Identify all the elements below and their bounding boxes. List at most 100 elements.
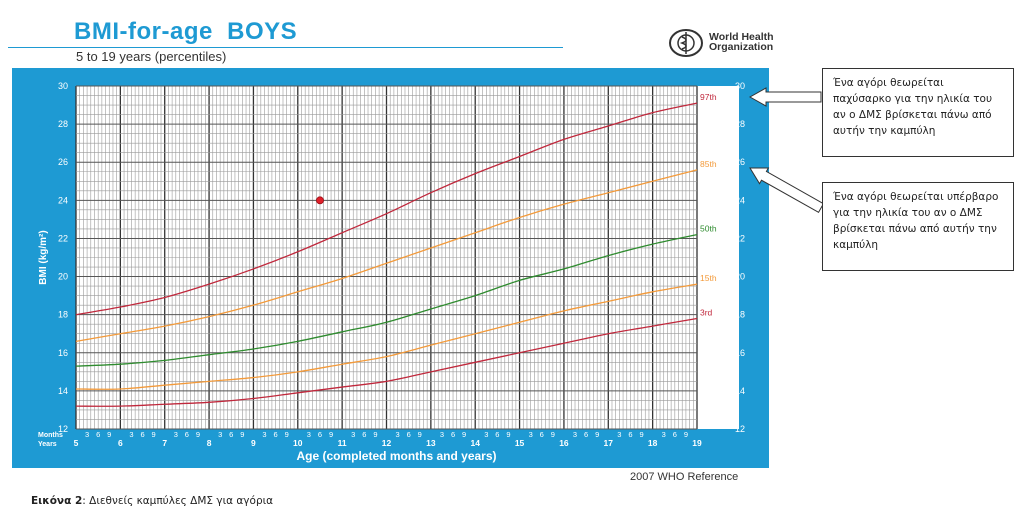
- x-year-tick: 10: [293, 438, 303, 448]
- x-year-tick: 15: [515, 438, 525, 448]
- y-tick-label: 24: [58, 195, 68, 205]
- chart-subtitle: 5 to 19 years (percentiles): [76, 49, 227, 64]
- x-month-tick: 9: [462, 430, 466, 439]
- y-tick-label: 26: [58, 157, 68, 167]
- x-month-tick: 3: [129, 430, 133, 439]
- x-year-tick: 17: [604, 438, 614, 448]
- x-year-tick: 14: [470, 438, 480, 448]
- y-tick-label: 12: [58, 424, 68, 434]
- reference-label: 2007 WHO Reference: [630, 471, 739, 483]
- x-year-tick: 18: [648, 438, 658, 448]
- x-month-tick: 6: [318, 430, 322, 439]
- chart-title: BMI-for-age BOYS: [74, 18, 298, 45]
- x-month-tick: 9: [196, 430, 200, 439]
- x-month-tick: 6: [407, 430, 411, 439]
- x-month-tick: 3: [351, 430, 355, 439]
- x-year-tick: 8: [207, 438, 212, 448]
- x-year-tick: 12: [382, 438, 392, 448]
- series-label-50th: 50th: [700, 224, 717, 234]
- series-line-3rd: [75, 317, 698, 407]
- obese-arrow-icon: [748, 87, 822, 107]
- x-month-tick: 3: [218, 430, 222, 439]
- x-month-tick: 6: [673, 430, 677, 439]
- series-label-3rd: 3rd: [700, 307, 713, 317]
- x-month-tick: 6: [362, 430, 366, 439]
- y-tick-label-right: 30: [735, 81, 745, 91]
- x-month-tick: 3: [262, 430, 266, 439]
- x-year-tick: 6: [118, 438, 123, 448]
- y-tick-label-right: 12: [735, 424, 745, 434]
- x-month-tick: 6: [140, 430, 144, 439]
- x-month-tick: 9: [551, 430, 555, 439]
- x-month-tick: 3: [396, 430, 400, 439]
- overweight-arrow-icon: [749, 167, 825, 214]
- x-year-tick: 7: [162, 438, 167, 448]
- x-year-tick: 11: [338, 438, 347, 448]
- years-row-label: Years: [38, 441, 57, 448]
- y-tick-label-right: 22: [735, 233, 745, 243]
- x-month-tick: 6: [584, 430, 588, 439]
- x-month-tick: 3: [529, 430, 533, 439]
- who-emblem-icon: [669, 29, 703, 57]
- y-tick-label-right: 18: [735, 310, 745, 320]
- y-tick-label: 20: [58, 272, 68, 282]
- x-month-tick: 9: [240, 430, 244, 439]
- x-month-tick: 9: [107, 430, 111, 439]
- x-year-tick: 16: [559, 438, 569, 448]
- y-tick-label: 28: [58, 119, 68, 129]
- series-label-15th: 15th: [700, 273, 717, 283]
- data-point: [316, 196, 324, 205]
- y-tick-label-right: 16: [735, 348, 745, 358]
- y-tick-label-right: 20: [735, 272, 745, 282]
- x-year-tick: 9: [251, 438, 256, 448]
- x-month-tick: 6: [185, 430, 189, 439]
- x-month-tick: 9: [329, 430, 333, 439]
- x-month-tick: 9: [418, 430, 422, 439]
- x-axis-label: Age (completed months and years): [296, 449, 496, 463]
- series-line-85th: [75, 169, 698, 342]
- x-month-tick: 9: [285, 430, 289, 439]
- y-tick-label: 18: [58, 310, 68, 320]
- y-tick-label: 16: [58, 348, 68, 358]
- months-row-label: Months: [38, 432, 63, 439]
- org-name: World Health Organization: [709, 31, 774, 53]
- x-month-tick: 3: [484, 430, 488, 439]
- caption-text: : Διεθνείς καμπύλες ΔΜΣ για αγόρια: [82, 495, 274, 507]
- y-tick-label: 30: [58, 81, 68, 91]
- x-month-tick: 6: [495, 430, 499, 439]
- x-month-tick: 3: [573, 430, 577, 439]
- caption-label: Εικόνα 2: [31, 495, 83, 507]
- figure-caption: Εικόνα 2: Διεθνείς καμπύλες ΔΜΣ για αγόρ…: [31, 495, 273, 507]
- x-month-tick: 9: [373, 430, 377, 439]
- title-rule: [8, 47, 563, 48]
- y-axis-label: BMI (kg/m²): [38, 230, 49, 284]
- x-month-tick: 9: [595, 430, 599, 439]
- x-month-tick: 3: [662, 430, 666, 439]
- y-tick-label-right: 26: [735, 157, 745, 167]
- x-month-tick: 6: [628, 430, 632, 439]
- series-line-15th: [75, 283, 698, 390]
- series-line-50th: [75, 233, 698, 367]
- obese-annotation: Ένα αγόρι θεωρείται παχύσαρκο για την ηλ…: [822, 68, 1014, 157]
- x-year-tick: 5: [74, 438, 79, 448]
- x-month-tick: 6: [96, 430, 100, 439]
- x-month-tick: 6: [540, 430, 544, 439]
- series-line-97th: [75, 102, 698, 316]
- x-month-tick: 9: [506, 430, 510, 439]
- y-tick-label: 14: [58, 386, 68, 396]
- y-tick-label-right: 28: [735, 119, 745, 129]
- x-month-tick: 3: [85, 430, 89, 439]
- x-year-tick: 13: [426, 438, 436, 448]
- x-month-tick: 6: [451, 430, 455, 439]
- y-tick-label: 22: [58, 233, 68, 243]
- x-month-tick: 3: [617, 430, 621, 439]
- x-month-tick: 3: [307, 430, 311, 439]
- x-month-tick: 9: [684, 430, 688, 439]
- x-month-tick: 6: [229, 430, 233, 439]
- x-year-tick: 19: [692, 438, 702, 448]
- series-label-85th: 85th: [700, 159, 717, 169]
- x-month-tick: 3: [440, 430, 444, 439]
- x-month-tick: 9: [639, 430, 643, 439]
- x-month-tick: 6: [274, 430, 278, 439]
